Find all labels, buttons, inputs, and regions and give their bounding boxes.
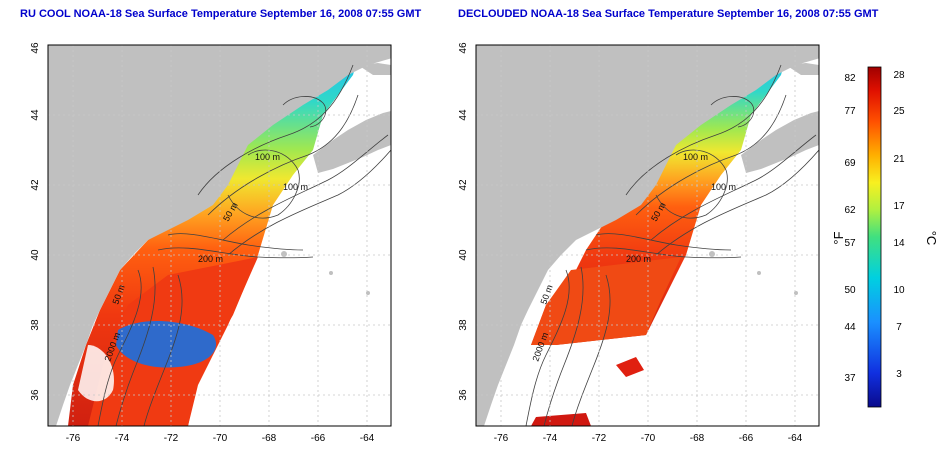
- left-cloud-blue-patch: [116, 320, 217, 368]
- colorbar-f-tick: 57: [844, 238, 856, 249]
- right-panel-title: DECLOUDED NOAA-18 Sea Surface Temperatur…: [458, 8, 879, 20]
- colorbar-c-tick: 10: [893, 285, 905, 296]
- left-y-tick: 38: [30, 319, 41, 331]
- right-y-tick: 38: [458, 319, 469, 331]
- left-contour-label: 100 m: [255, 152, 280, 162]
- right-y-tick: 46: [458, 42, 469, 54]
- right-y-tick: 40: [458, 249, 469, 261]
- left-x-tick: -70: [213, 433, 228, 444]
- colorbar-c-tick: 7: [896, 322, 902, 333]
- left-contour-label: 200 m: [198, 254, 223, 264]
- colorbar-f-tick: 44: [844, 322, 856, 333]
- colorbar: 82 77 69 62 57 50 44 37 28 25 21 17 14 1…: [831, 66, 939, 408]
- right-x-tick: -72: [592, 433, 607, 444]
- colorbar-f-tick: 82: [844, 73, 856, 84]
- colorbar-c-tick: 17: [893, 201, 905, 212]
- right-contour-label: 200 m: [626, 254, 651, 264]
- right-contour-label: 100 m: [683, 152, 708, 162]
- left-map-panel: 100 m 100 m 50 m 200 m 50 m 2000 m -76 -…: [30, 42, 392, 444]
- left-x-tick: -64: [360, 433, 375, 444]
- left-x-tick: -76: [66, 433, 81, 444]
- left-y-tick: 36: [30, 389, 41, 401]
- colorbar-f-tick: 37: [844, 373, 856, 384]
- colorbar-f-tick: 62: [844, 205, 856, 216]
- right-x-tick: -68: [690, 433, 705, 444]
- left-y-tick: 46: [30, 42, 41, 54]
- colorbar-c-tick: 14: [893, 238, 905, 249]
- colorbar-c-tick: 28: [893, 70, 905, 81]
- right-map-frame: [475, 44, 820, 427]
- left-y-tick: 40: [30, 249, 41, 261]
- left-x-tick: -66: [311, 433, 326, 444]
- left-map-frame: [47, 44, 392, 427]
- right-y-tick: 42: [458, 179, 469, 191]
- right-x-tick: -66: [739, 433, 754, 444]
- left-cloud-white-patch: [78, 345, 114, 402]
- left-grid: [48, 45, 391, 426]
- colorbar-celsius-label: °C: [924, 231, 939, 246]
- left-panel-title: RU COOL NOAA-18 Sea Surface Temperature …: [20, 8, 422, 20]
- left-y-tick: 42: [30, 179, 41, 191]
- colorbar-c-tick: 21: [893, 154, 905, 165]
- colorbar-c-tick: 25: [893, 106, 905, 117]
- right-warm-patch: [616, 357, 644, 377]
- colorbar-gradient: [867, 66, 882, 408]
- right-x-tick: -74: [543, 433, 558, 444]
- right-x-tick: -70: [641, 433, 656, 444]
- right-y-tick: 44: [458, 109, 469, 121]
- left-y-tick: 44: [30, 109, 41, 121]
- right-warm-patch: [531, 413, 591, 426]
- right-y-tick: 36: [458, 389, 469, 401]
- left-x-tick: -72: [164, 433, 179, 444]
- left-x-tick: -68: [262, 433, 277, 444]
- left-contour-label: 100 m: [283, 182, 308, 192]
- colorbar-f-tick: 77: [844, 106, 856, 117]
- colorbar-f-tick: 69: [844, 158, 856, 169]
- right-x-tick: -76: [494, 433, 509, 444]
- right-contour-label: 100 m: [711, 182, 736, 192]
- colorbar-c-tick: 3: [896, 369, 902, 380]
- colorbar-f-tick: 50: [844, 285, 856, 296]
- left-x-tick: -74: [115, 433, 130, 444]
- right-map-panel: 100 m 100 m 50 m 200 m 50 m 2000 m -76 -…: [458, 42, 820, 444]
- right-grid: [476, 45, 819, 426]
- right-x-tick: -64: [788, 433, 803, 444]
- colorbar-fahrenheit-label: °F: [831, 231, 846, 244]
